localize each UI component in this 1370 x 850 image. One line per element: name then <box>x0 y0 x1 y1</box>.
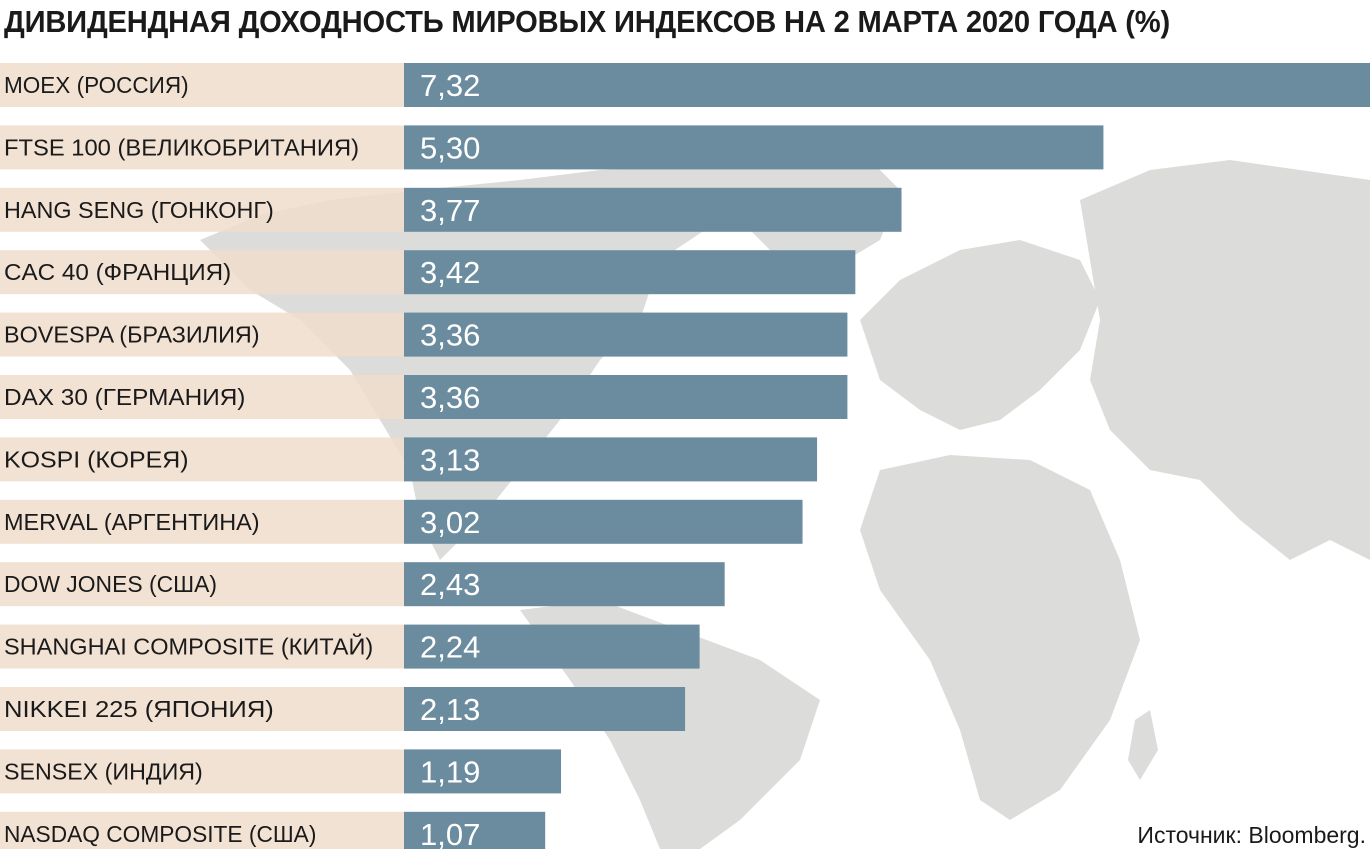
value-label: 3,77 <box>420 193 480 228</box>
value-label: 2,13 <box>420 692 480 727</box>
value-label: 2,43 <box>420 567 480 602</box>
category-label-background <box>0 125 404 170</box>
category-label: SHANGHAI COMPOSITE (КИТАЙ) <box>4 633 373 660</box>
category-label: KOSPI (КОРЕЯ) <box>4 446 189 472</box>
value-label: 1,07 <box>420 817 480 849</box>
bar <box>404 250 856 295</box>
category-label: SENSEX (ИНДИЯ) <box>4 758 203 784</box>
value-label: 3,36 <box>420 380 480 415</box>
bar <box>404 437 818 482</box>
value-label: 1,19 <box>420 754 480 789</box>
value-label: 5,30 <box>420 130 480 165</box>
category-label: HANG SENG (ГОНКОНГ) <box>4 197 274 223</box>
bar <box>404 499 803 544</box>
bar <box>404 624 700 669</box>
category-label: MOEX (РОССИЯ) <box>4 72 189 98</box>
category-label-background <box>0 811 404 849</box>
category-label-background <box>0 375 404 419</box>
value-label: 3,02 <box>420 505 480 540</box>
bar <box>404 125 1104 170</box>
category-label: BOVESPA (БРАЗИЛИЯ) <box>4 322 260 348</box>
value-label: 7,32 <box>420 68 480 103</box>
bar <box>404 375 848 419</box>
chart-title: ДИВИДЕНДНАЯ ДОХОДНОСТЬ МИРОВЫХ ИНДЕКСОВ … <box>4 4 1170 39</box>
bar <box>404 749 562 794</box>
bar <box>404 63 1370 107</box>
category-label: MERVAL (АРГЕНТИНА) <box>4 509 260 535</box>
source-note: Источник: Bloomberg. <box>1137 822 1366 848</box>
category-label-background <box>0 250 404 295</box>
category-label-background <box>0 687 404 731</box>
value-label: 3,36 <box>420 318 480 353</box>
category-label-background <box>0 312 404 357</box>
category-label-background <box>0 437 404 482</box>
category-label-background <box>0 749 404 794</box>
bar <box>404 811 546 849</box>
category-label: DOW JONES (США) <box>4 571 217 597</box>
category-label: FTSE 100 (ВЕЛИКОБРИТАНИЯ) <box>4 134 359 160</box>
category-label-background <box>0 499 404 544</box>
value-label: 2,24 <box>420 630 480 665</box>
category-label-background <box>0 187 404 232</box>
category-label: NIKKEI 225 (ЯПОНИЯ) <box>4 696 274 722</box>
category-label-background <box>0 562 404 607</box>
value-label: 3,42 <box>420 255 480 290</box>
bar <box>404 312 848 357</box>
bar <box>404 687 686 731</box>
category-label: NASDAQ COMPOSITE (США) <box>4 821 316 847</box>
category-label-background <box>0 624 404 669</box>
category-label-background <box>0 63 404 107</box>
category-label: DAX 30 (ГЕРМАНИЯ) <box>4 384 245 410</box>
value-label: 3,13 <box>420 442 480 477</box>
category-label: CAC 40 (ФРАНЦИЯ) <box>4 259 231 285</box>
bar <box>404 562 725 607</box>
bar <box>404 187 902 232</box>
